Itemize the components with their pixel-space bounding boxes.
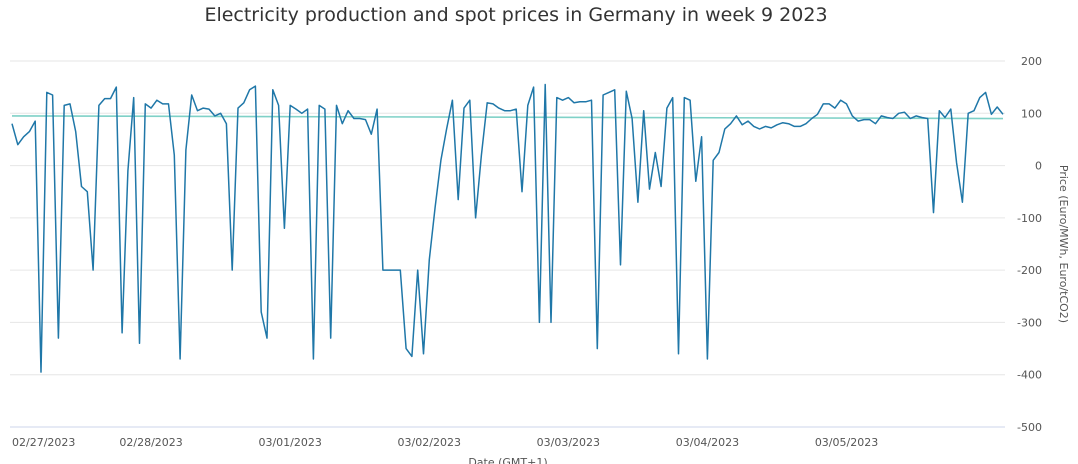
spot-price-line: [11, 83, 1004, 373]
x-axis-ticks: 02/27/2023 02/28/2023 03/01/2023 03/02/2023…: [12, 436, 878, 449]
x-tick-label: 03/05/2023: [815, 436, 878, 449]
series-layer: [11, 83, 1004, 373]
reference-price-line: [11, 115, 1004, 120]
chart-title: Electricity production and spot prices i…: [204, 4, 827, 26]
x-tick-label: 03/02/2023: [398, 436, 461, 449]
y-axis-ticks: 200 100 0 -100 -200 -300 -400 -500: [1017, 55, 1042, 434]
x-axis-title: Date (GMT+1): [468, 456, 547, 464]
grid-lines: [10, 60, 1005, 376]
y-tick-label: -100: [1017, 212, 1042, 225]
y-tick-label: -300: [1017, 316, 1042, 329]
x-tick-label: 03/03/2023: [537, 436, 600, 449]
y-tick-label: -400: [1017, 369, 1042, 382]
x-tick-label: 03/04/2023: [676, 436, 739, 449]
y-axis-title: Price (Euro/MWh, Euro/tCO2): [1057, 165, 1070, 323]
y-tick-label: 0: [1035, 160, 1042, 173]
y-tick-label: -500: [1017, 421, 1042, 434]
y-tick-label: -200: [1017, 264, 1042, 277]
x-tick-label: 02/28/2023: [119, 436, 182, 449]
x-tick-label: 03/01/2023: [258, 436, 321, 449]
x-tick-label: 02/27/2023: [12, 436, 75, 449]
y-tick-label: 100: [1021, 107, 1042, 120]
y-tick-label: 200: [1021, 55, 1042, 68]
